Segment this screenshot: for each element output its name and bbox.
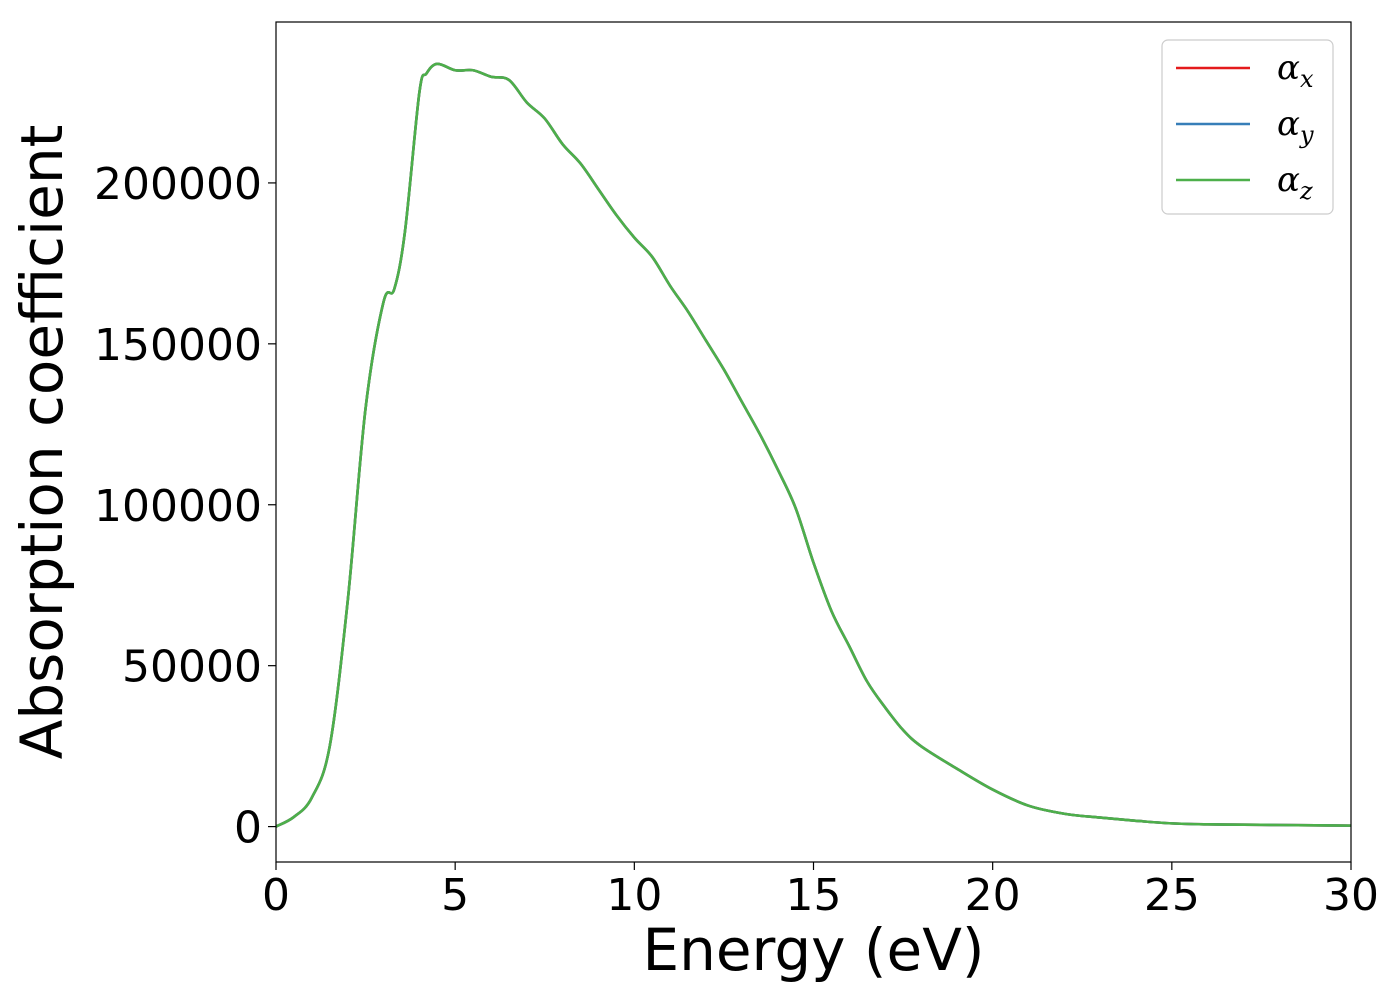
legend-label-z: αz: [1277, 160, 1313, 205]
y-tick-label: 150000: [94, 320, 262, 371]
y-tick-label: 50000: [122, 642, 262, 693]
x-tick-label: 10: [606, 870, 662, 921]
series-layer: [275, 62, 1352, 828]
x-tick-label: 5: [441, 870, 469, 921]
legend: αx αy αz: [1161, 39, 1334, 215]
x-tick-label: 0: [262, 870, 290, 921]
y-tick-label: 100000: [94, 481, 262, 532]
x-axis-title: Energy (eV): [642, 916, 984, 984]
x-tick-label: 25: [1144, 870, 1200, 921]
legend-box: [1161, 39, 1334, 215]
y-tick-label: 200000: [94, 159, 262, 210]
x-tick-label: 30: [1323, 870, 1379, 921]
series-line-z: [275, 62, 1352, 828]
legend-label-x: αx: [1277, 48, 1314, 93]
legend-label-y: αy: [1277, 104, 1314, 149]
x-tick-label: 15: [786, 870, 842, 921]
y-axis-title: Absorption coefficient: [8, 125, 76, 760]
y-axis-ticks: 0 50000 100000 150000 200000: [94, 159, 276, 854]
x-axis-ticks: 0 5 10 15 20 25 30: [262, 862, 1379, 921]
y-tick-label: 0: [234, 803, 262, 854]
x-tick-label: 20: [965, 870, 1021, 921]
